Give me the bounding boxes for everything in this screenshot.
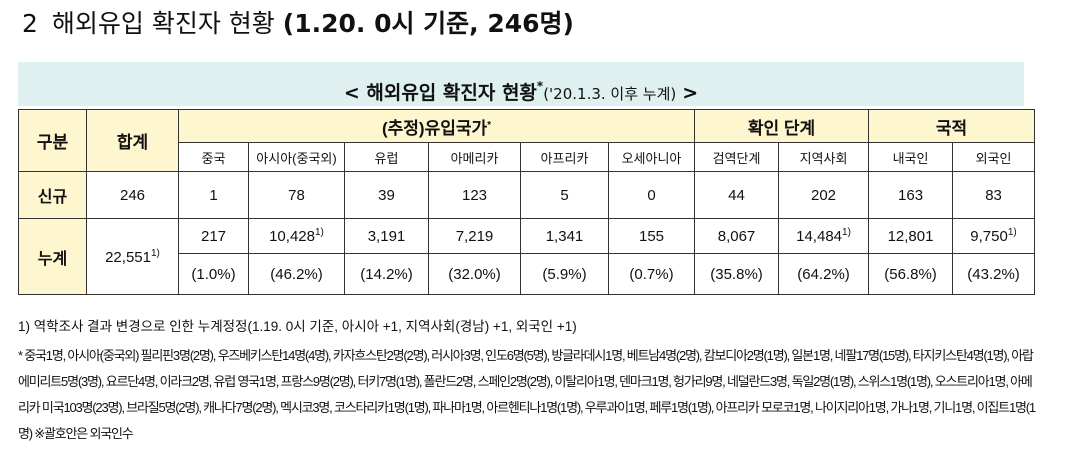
section-number: 2: [22, 9, 38, 38]
new-asia: 78: [248, 171, 345, 219]
caption-end: >: [682, 82, 699, 104]
header-country-group-label: (추정)유입국가: [381, 118, 488, 138]
new-europe: 39: [344, 171, 429, 219]
row-label-new: 신규: [18, 171, 87, 219]
acc-europe: 3,191: [344, 218, 429, 254]
row-label-cumulative: 누계: [18, 218, 87, 295]
footnote-correction: 1) 역학조사 결과 변경으로 인한 누계정정(1.19. 0시 기준, 아시아…: [18, 319, 577, 334]
acc-foreigner: 9,7501): [952, 218, 1036, 254]
pct-oceania: (0.7%): [607, 253, 696, 295]
header-country-group: (추정)유입국가*: [177, 109, 696, 143]
acc-community: 14,4841): [778, 218, 870, 254]
section-heading: 2 해외유입 확진자 현황 (1.20. 0시 기준, 246명): [22, 4, 574, 40]
acc-china: 217: [178, 218, 249, 254]
subheader-america: 아메리카: [428, 142, 521, 172]
subheader-china: 중국: [178, 142, 249, 172]
section-title: 해외유입 확진자 현황: [51, 9, 275, 38]
table-row-cumulative: 누계 22,5511) 217 10,4281) 3,191 7,219 1,3…: [18, 218, 1036, 295]
new-quarantine: 44: [694, 171, 780, 219]
subheader-korean: 내국인: [868, 142, 954, 172]
acc-america: 7,219: [428, 218, 521, 254]
caption-title: < 해외유입 확진자 현황: [343, 82, 537, 104]
footnote-country-breakdown: * 중국1명, 아시아(중국외) 필리핀3명(2명), 우즈베키스탄14명(4명…: [18, 348, 1036, 441]
pct-china: (1.0%): [178, 253, 249, 295]
new-china: 1: [178, 171, 249, 219]
acc-total-footnote: 1): [150, 247, 160, 259]
pct-asia: (46.2%): [248, 253, 345, 295]
pct-europe: (14.2%): [344, 253, 429, 295]
new-community: 202: [778, 171, 870, 219]
header-stage-group: 확인 단계: [694, 109, 870, 143]
acc-korean: 12,801: [868, 218, 954, 254]
acc-oceania: 155: [607, 218, 696, 254]
pct-foreigner: (43.2%): [952, 253, 1036, 295]
header-total: 합계: [86, 109, 179, 172]
subheader-europe: 유럽: [344, 142, 429, 172]
pct-america: (32.0%): [428, 253, 521, 295]
acc-asia-value: 10,428: [269, 228, 315, 245]
acc-foreigner-value: 9,750: [970, 228, 1008, 245]
new-total: 246: [86, 171, 179, 219]
subheader-quarantine: 검역단계: [694, 142, 780, 172]
acc-africa: 1,341: [520, 218, 609, 254]
caption-star: *: [536, 79, 544, 93]
new-africa: 5: [520, 171, 609, 219]
header-country-star: *: [487, 119, 492, 131]
acc-total-value: 22,551: [105, 248, 151, 266]
subheader-africa: 아프리카: [520, 142, 609, 172]
acc-total: 22,5511): [86, 218, 179, 295]
new-america: 123: [428, 171, 521, 219]
subheader-oceania: 오세아니아: [607, 142, 696, 172]
acc-asia: 10,4281): [248, 218, 345, 254]
acc-community-value: 14,484: [796, 228, 843, 245]
section-subtitle: (1.20. 0시 기준, 246명): [282, 9, 574, 38]
subheader-asia: 아시아(중국외): [248, 142, 345, 172]
new-oceania: 0: [607, 171, 696, 219]
acc-asia-footnote: 1): [314, 227, 324, 238]
footnotes: 1) 역학조사 결과 변경으로 인한 누계정정(1.19. 0시 기준, 아시아…: [18, 315, 1038, 447]
acc-quarantine: 8,067: [694, 218, 780, 254]
pct-korean: (56.8%): [868, 253, 954, 295]
header-nationality-group: 국적: [868, 109, 1036, 143]
acc-foreigner-footnote: 1): [1007, 227, 1017, 238]
subheader-community: 지역사회: [778, 142, 870, 172]
table-row-new: 신규 246 1 78 39 123 5 0 44 202 163 83: [18, 171, 1036, 219]
new-foreigner: 83: [952, 171, 1036, 219]
header-division: 구분: [18, 109, 87, 172]
header-row-1: 구분 합계 (추정)유입국가* 확인 단계 국적: [18, 109, 1036, 172]
acc-community-footnote: 1): [842, 227, 851, 238]
header-row-2: 중국 아시아(중국외) 유럽 아메리카 아프리카 오세아니아 검역단계 지역사회…: [19, 142, 1036, 172]
table-caption: < 해외유입 확진자 현황*('20.1.3. 이후 누계) >: [18, 62, 1024, 106]
imported-cases-table: 구분 합계 (추정)유입국가* 확인 단계 국적 중국 아시아(중국외) 유럽 …: [18, 109, 1036, 295]
pct-quarantine: (35.8%): [694, 253, 780, 295]
new-korean: 163: [868, 171, 954, 219]
caption-period: ('20.1.3. 이후 누계): [543, 85, 677, 103]
pct-community: (64.2%): [778, 253, 870, 295]
pct-africa: (5.9%): [520, 253, 609, 295]
subheader-foreigner: 외국인: [952, 142, 1036, 172]
table-row-cumulative-percent: (1.0%) (46.2%) (14.2%) (32.0%) (5.9%) (0…: [19, 253, 1036, 295]
